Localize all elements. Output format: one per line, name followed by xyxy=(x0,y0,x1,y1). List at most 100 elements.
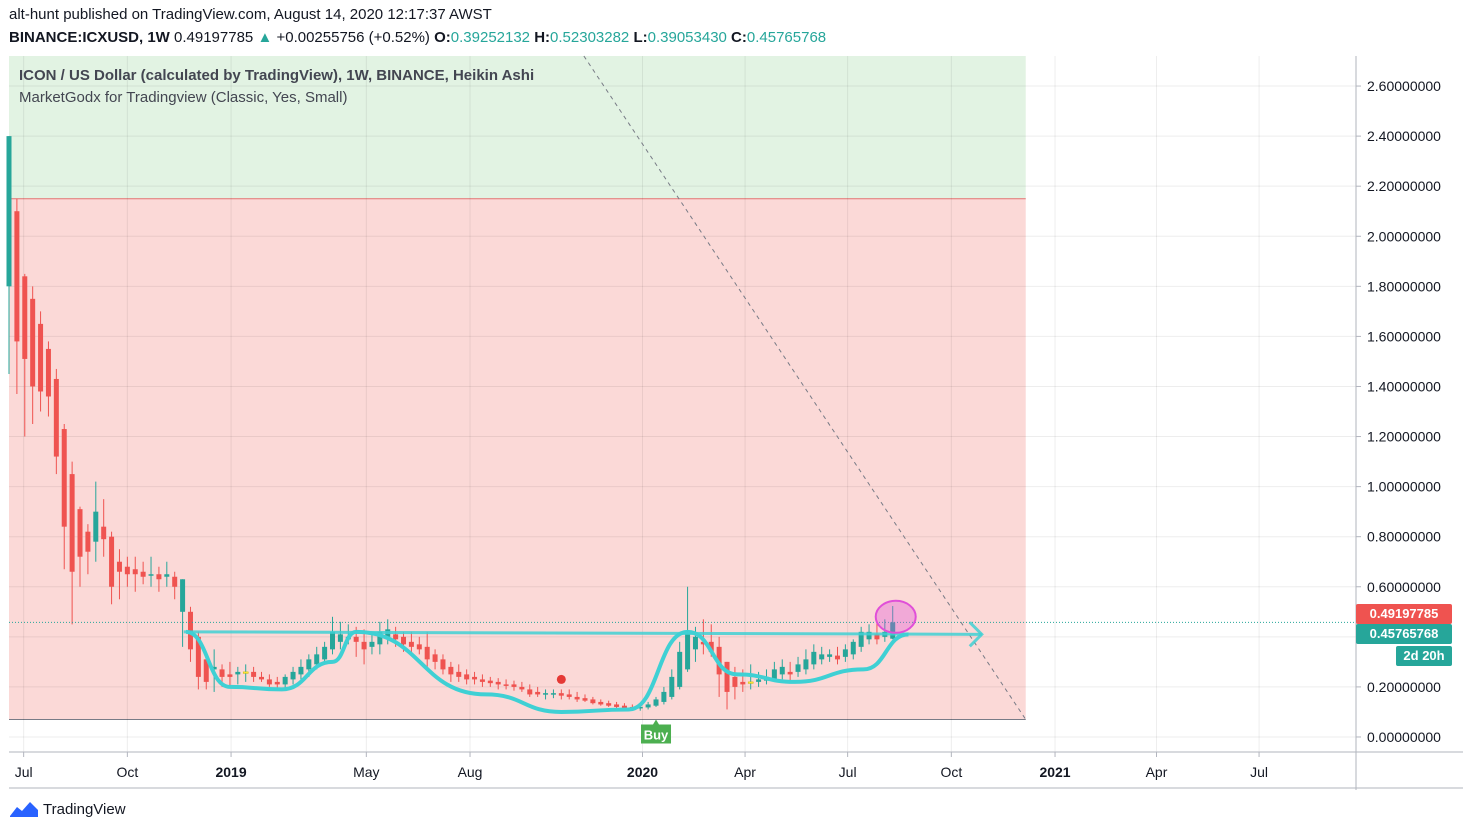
trendline xyxy=(583,55,1027,720)
candle-body xyxy=(677,651,683,687)
candle-body xyxy=(574,696,580,700)
candle-body xyxy=(282,676,288,685)
candle-body xyxy=(866,631,872,640)
price-tick-label: 0.60000000 xyxy=(1367,579,1441,595)
candle-body xyxy=(337,634,343,642)
close-price-tag: 0.45765768 xyxy=(1356,624,1452,645)
candle-body xyxy=(614,704,620,707)
candle-body xyxy=(424,646,430,660)
indicator-legend[interactable]: MarketGodx for Tradingview (Classic, Yes… xyxy=(19,89,348,106)
candle-body xyxy=(180,579,186,612)
candle-body xyxy=(101,526,107,540)
axes-layer: 2.60000000 2.40000000 2.20000000 2.00000000… xyxy=(9,56,1472,790)
candle-body xyxy=(440,659,446,670)
candle-body xyxy=(377,631,383,645)
series-legend[interactable]: ICON / US Dollar (calculated by TradingV… xyxy=(19,67,535,84)
candle-body xyxy=(645,704,651,708)
candle-body xyxy=(566,694,572,697)
candle-body xyxy=(93,511,99,542)
candle-body xyxy=(61,429,67,527)
price-change: +0.00255756 (+0.52%) xyxy=(276,29,430,46)
candle-body xyxy=(416,644,422,650)
price-tick-label: 1.20000000 xyxy=(1367,429,1441,445)
red-zone xyxy=(9,198,1026,720)
candle-body xyxy=(661,691,667,702)
candle-body xyxy=(298,666,304,675)
candle-body xyxy=(708,641,714,652)
close-value: 0.45765768 xyxy=(746,29,827,46)
candle-body xyxy=(621,705,627,709)
price-tick-label: 2.60000000 xyxy=(1367,78,1441,94)
candle-body xyxy=(472,676,478,680)
candle-body xyxy=(30,298,36,387)
candle-body xyxy=(274,681,280,685)
symbol-ohlc-bar: BINANCE:ICXUSD, 1W 0.49197785 ▲ +0.00255… xyxy=(9,29,826,46)
candle-body xyxy=(306,659,312,670)
candle-body xyxy=(266,679,272,685)
candle-body xyxy=(771,669,777,680)
candle-body xyxy=(685,631,691,670)
publish-info: alt-hunt published on TradingView.com, A… xyxy=(9,6,492,23)
candle-body xyxy=(211,666,217,670)
candle-body xyxy=(251,671,257,677)
price-tick-label: 0.80000000 xyxy=(1367,529,1441,545)
candle-body xyxy=(195,636,201,677)
candle-body xyxy=(543,693,549,695)
price-axis-bg xyxy=(1356,56,1472,790)
candle-body xyxy=(132,569,138,575)
candle-body xyxy=(803,659,809,670)
candle-body xyxy=(890,622,896,639)
bar-countdown-tag: 2d 20h xyxy=(1396,646,1452,667)
candle-body xyxy=(535,691,541,695)
candle-body xyxy=(479,679,485,682)
highlight-circle xyxy=(874,599,917,634)
candle-body xyxy=(6,136,12,287)
time-tick-label: May xyxy=(353,764,379,780)
candle-body xyxy=(369,641,375,647)
candle-body xyxy=(756,679,762,682)
time-tick-label: Apr xyxy=(1146,764,1168,780)
symbol-label[interactable]: BINANCE:ICXUSD, 1W xyxy=(9,29,170,46)
candle-body xyxy=(77,509,83,557)
left-cup xyxy=(185,629,357,692)
candle-body xyxy=(456,671,462,677)
candle-body xyxy=(448,666,454,675)
candle-body xyxy=(606,703,612,706)
price-tick-label: 0.20000000 xyxy=(1367,679,1441,695)
time-tick-label: Oct xyxy=(116,764,138,780)
annotation-layer: Buy xyxy=(9,55,1356,744)
price-tick-label: 1.00000000 xyxy=(1367,479,1441,495)
candle-body xyxy=(314,654,320,665)
candle-body xyxy=(172,576,178,587)
candle-body xyxy=(164,574,170,577)
candle-body xyxy=(109,536,115,587)
candle-body xyxy=(590,699,596,704)
candle-body xyxy=(834,655,840,660)
time-tick-label: Aug xyxy=(458,764,483,780)
candle-body xyxy=(69,474,75,572)
price-tick-label: 1.60000000 xyxy=(1367,328,1441,344)
time-tick-label: Jul xyxy=(15,764,33,780)
candle-body xyxy=(511,684,517,687)
time-tick-label: 2020 xyxy=(627,764,658,780)
candle-body xyxy=(235,671,241,675)
candle-body xyxy=(38,323,44,392)
candle-body xyxy=(45,348,51,397)
candle-body xyxy=(519,686,525,690)
candle-body xyxy=(819,654,825,660)
price-tick-label: 1.80000000 xyxy=(1367,278,1441,294)
footer-brand[interactable]: TradingView xyxy=(9,800,126,818)
candle-body xyxy=(740,681,746,685)
candle-body xyxy=(203,659,209,682)
buy-signal-badge xyxy=(641,719,672,744)
candle-body xyxy=(724,661,730,692)
candle-body xyxy=(85,531,91,552)
candle-body xyxy=(700,641,706,645)
candle-body xyxy=(487,680,493,684)
candle-body xyxy=(14,211,20,342)
candle-body xyxy=(242,671,249,674)
buy-signal-label: Buy xyxy=(644,727,669,742)
candle-body xyxy=(495,681,501,685)
time-tick-label: Apr xyxy=(734,764,756,780)
